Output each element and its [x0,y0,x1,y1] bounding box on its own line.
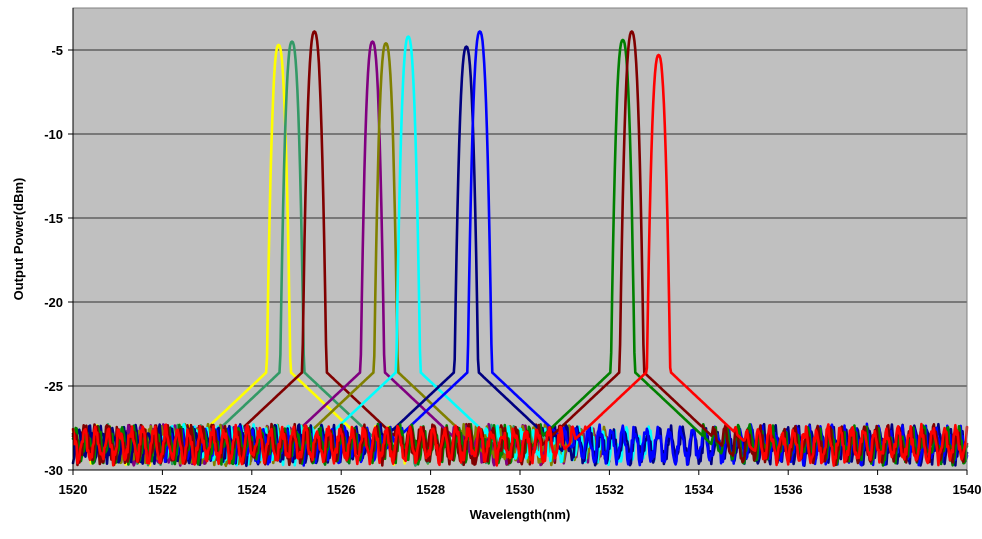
y-axis-title: Output Power(dBm) [11,178,26,301]
x-tick-label: 1524 [237,482,267,497]
x-tick-label: 1522 [148,482,177,497]
x-tick-label: 1534 [684,482,714,497]
x-tick-label: 1540 [953,482,982,497]
x-axis-title: Wavelength(nm) [470,507,571,522]
y-tick-label: -30 [44,463,63,478]
y-tick-label: -25 [44,379,63,394]
series-line [71,53,969,467]
plot-area [73,8,967,470]
axes [68,8,968,475]
series-group [71,30,969,468]
x-tick-label: 1520 [59,482,88,497]
x-tick-label: 1536 [774,482,803,497]
x-tick-label: 1538 [863,482,892,497]
y-tick-label: -10 [44,127,63,142]
gridlines [73,49,967,387]
x-tick-label: 1528 [416,482,445,497]
x-tick-labels: 1520 1522 1524 1526 1528 1530 1532 1534 1536 1538… [59,482,982,497]
x-tick-label: 1532 [595,482,624,497]
y-tick-label: -5 [51,43,63,58]
y-tick-labels: -5 -10 -15 -20 -25 -30 [44,43,63,478]
x-tick-label: 1526 [327,482,356,497]
x-tick-label: 1530 [506,482,535,497]
y-tick-label: -15 [44,211,63,226]
y-tick-label: -20 [44,295,63,310]
